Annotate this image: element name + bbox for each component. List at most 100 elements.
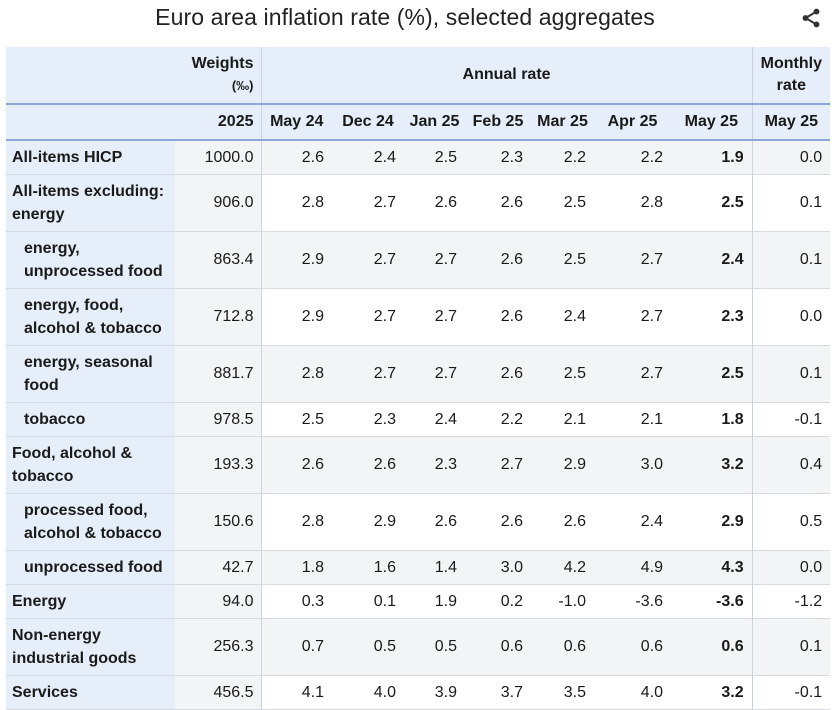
weight-cell: 906.0 xyxy=(175,174,261,232)
annual-rate-cell: 2.7 xyxy=(332,231,404,289)
table-row: unprocessed food 42.7 1.8 1.6 1.4 3.0 4.2 4.9 4.… xyxy=(6,550,831,585)
month-header: Dec 24 xyxy=(332,104,404,140)
month-header: Apr 25 xyxy=(594,104,671,140)
annual-rate-cell: 0.6 xyxy=(531,618,594,676)
annual-rate-cell: 1.6 xyxy=(332,550,404,585)
table-row: energy, seasonal food 881.7 2.8 2.7 2.7 2.6 2.… xyxy=(6,345,831,403)
monthly-rate-cell: -0.1 xyxy=(752,402,831,437)
monthly-rate-cell: 0.5 xyxy=(752,493,831,551)
annual-rate-cell: 2.6 xyxy=(465,174,531,232)
annual-rate-cell: 2.6 xyxy=(404,174,465,232)
weight-cell: 712.8 xyxy=(175,288,261,346)
annual-rate-cell: 2.1 xyxy=(531,402,594,437)
table-row: processed food, alcohol & tobacco 150.6 2.… xyxy=(6,493,831,551)
weights-header: Weights (‰) xyxy=(6,47,261,104)
annual-rate-cell: 2.2 xyxy=(594,140,671,175)
annual-rate-cell: 0.2 xyxy=(465,584,531,619)
annual-rate-cell: 1.8 xyxy=(671,402,753,437)
annual-rate-cell: 2.8 xyxy=(260,345,332,403)
annual-rate-cell: 2.3 xyxy=(404,436,465,494)
monthly-rate-cell: 0.4 xyxy=(752,436,831,494)
annual-rate-cell: 2.8 xyxy=(260,493,332,551)
annual-rate-cell: 2.4 xyxy=(332,140,404,175)
table-row: Food, alcohol & tobacco 193.3 2.6 2.6 2.3 2.7… xyxy=(6,436,831,494)
annual-rate-cell: 2.3 xyxy=(671,288,753,346)
row-label: All-items HICP xyxy=(6,140,175,175)
annual-rate-cell: 0.5 xyxy=(404,618,465,676)
annual-rate-cell: 2.6 xyxy=(465,345,531,403)
table-row: All-items excluding: energy 906.0 2.8 2.7 2.… xyxy=(6,174,831,232)
month-header: May 24 xyxy=(260,104,332,140)
annual-rate-cell: 2.7 xyxy=(332,345,404,403)
annual-rate-cell: 2.3 xyxy=(465,140,531,175)
weight-cell: 193.3 xyxy=(175,436,261,494)
annual-rate-cell: 2.5 xyxy=(404,140,465,175)
weight-cell: 1000.0 xyxy=(175,140,261,175)
row-label: Services xyxy=(6,675,175,710)
table-row: Energy 94.0 0.3 0.1 1.9 0.2 -1.0 -3.6 -3.6 -1.2 xyxy=(6,584,831,619)
annual-rate-cell: 0.1 xyxy=(332,584,404,619)
monthly-rate-header: Monthly rate xyxy=(752,47,831,104)
share-icon[interactable] xyxy=(800,7,822,29)
annual-rate-cell: 2.4 xyxy=(404,402,465,437)
monthly-rate-cell: 0.1 xyxy=(752,231,831,289)
weight-cell: 42.7 xyxy=(175,550,261,585)
annual-rate-cell: -3.6 xyxy=(671,584,753,619)
month-header: Mar 25 xyxy=(531,104,594,140)
annual-rate-cell: 2.5 xyxy=(260,402,332,437)
annual-rate-cell: 2.6 xyxy=(465,288,531,346)
annual-rate-cell: -1.0 xyxy=(531,584,594,619)
annual-rate-cell: 2.4 xyxy=(671,231,753,289)
annual-rate-cell: 3.0 xyxy=(465,550,531,585)
monthly-month-header: May 25 xyxy=(752,104,831,140)
monthly-rate-cell: 0.1 xyxy=(752,174,831,232)
annual-rate-cell: 1.8 xyxy=(260,550,332,585)
annual-rate-cell: 2.5 xyxy=(671,345,753,403)
table-row: tobacco 978.5 2.5 2.3 2.4 2.2 2.1 2.1 1.8 -0.1 xyxy=(6,402,831,437)
month-header: Jan 25 xyxy=(404,104,465,140)
annual-rate-cell: 1.9 xyxy=(671,140,753,175)
weight-cell: 256.3 xyxy=(175,618,261,676)
row-label: energy, unprocessed food xyxy=(6,231,175,289)
annual-rate-cell: 2.6 xyxy=(465,493,531,551)
annual-rate-cell: 2.7 xyxy=(332,288,404,346)
monthly-rate-cell: 0.0 xyxy=(752,288,831,346)
row-label: processed food, alcohol & tobacco xyxy=(6,493,175,551)
monthly-rate-cell: -1.2 xyxy=(752,584,831,619)
table-row: Services 456.5 4.1 4.0 3.9 3.7 3.5 4.0 3.2 -0.1 xyxy=(6,675,831,710)
annual-rate-cell: 0.6 xyxy=(594,618,671,676)
annual-rate-cell: 2.6 xyxy=(260,140,332,175)
annual-rate-cell: 2.6 xyxy=(260,436,332,494)
annual-rate-cell: 2.4 xyxy=(594,493,671,551)
annual-rate-cell: 2.7 xyxy=(465,436,531,494)
annual-rate-cell: 2.9 xyxy=(260,231,332,289)
annual-rate-cell: 2.3 xyxy=(332,402,404,437)
annual-rate-cell: 2.7 xyxy=(332,174,404,232)
annual-rate-cell: 4.2 xyxy=(531,550,594,585)
header-row-top: Weights (‰) Annual rate Monthly rate xyxy=(6,47,831,104)
page-title: Euro area inflation rate (%), selected a… xyxy=(155,4,655,30)
inflation-table: Weights (‰) Annual rate Monthly rate 202… xyxy=(6,47,831,710)
annual-rate-cell: 2.7 xyxy=(594,345,671,403)
row-label: All-items excluding: energy xyxy=(6,174,175,232)
row-label: energy, seasonal food xyxy=(6,345,175,403)
weight-cell: 863.4 xyxy=(175,231,261,289)
annual-rate-cell: 2.9 xyxy=(332,493,404,551)
annual-rate-cell: 4.0 xyxy=(594,675,671,710)
annual-rate-cell: 4.3 xyxy=(671,550,753,585)
annual-rate-cell: 1.9 xyxy=(404,584,465,619)
month-header: May 25 xyxy=(671,104,753,140)
annual-rate-cell: 2.7 xyxy=(594,288,671,346)
annual-rate-cell: 2.6 xyxy=(332,436,404,494)
annual-rate-cell: 3.9 xyxy=(404,675,465,710)
row-label: Non-energy industrial goods xyxy=(6,618,175,676)
annual-rate-cell: 2.7 xyxy=(594,231,671,289)
header-row-bottom: 2025 May 24 Dec 24 Jan 25 Feb 25 Mar 25 … xyxy=(6,104,831,140)
annual-rate-cell: 2.6 xyxy=(465,231,531,289)
annual-rate-cell: 2.9 xyxy=(531,436,594,494)
annual-rate-cell: 0.3 xyxy=(260,584,332,619)
annual-rate-cell: -3.6 xyxy=(594,584,671,619)
annual-rate-cell: 2.2 xyxy=(465,402,531,437)
annual-rate-cell: 4.9 xyxy=(594,550,671,585)
annual-rate-cell: 2.4 xyxy=(531,288,594,346)
